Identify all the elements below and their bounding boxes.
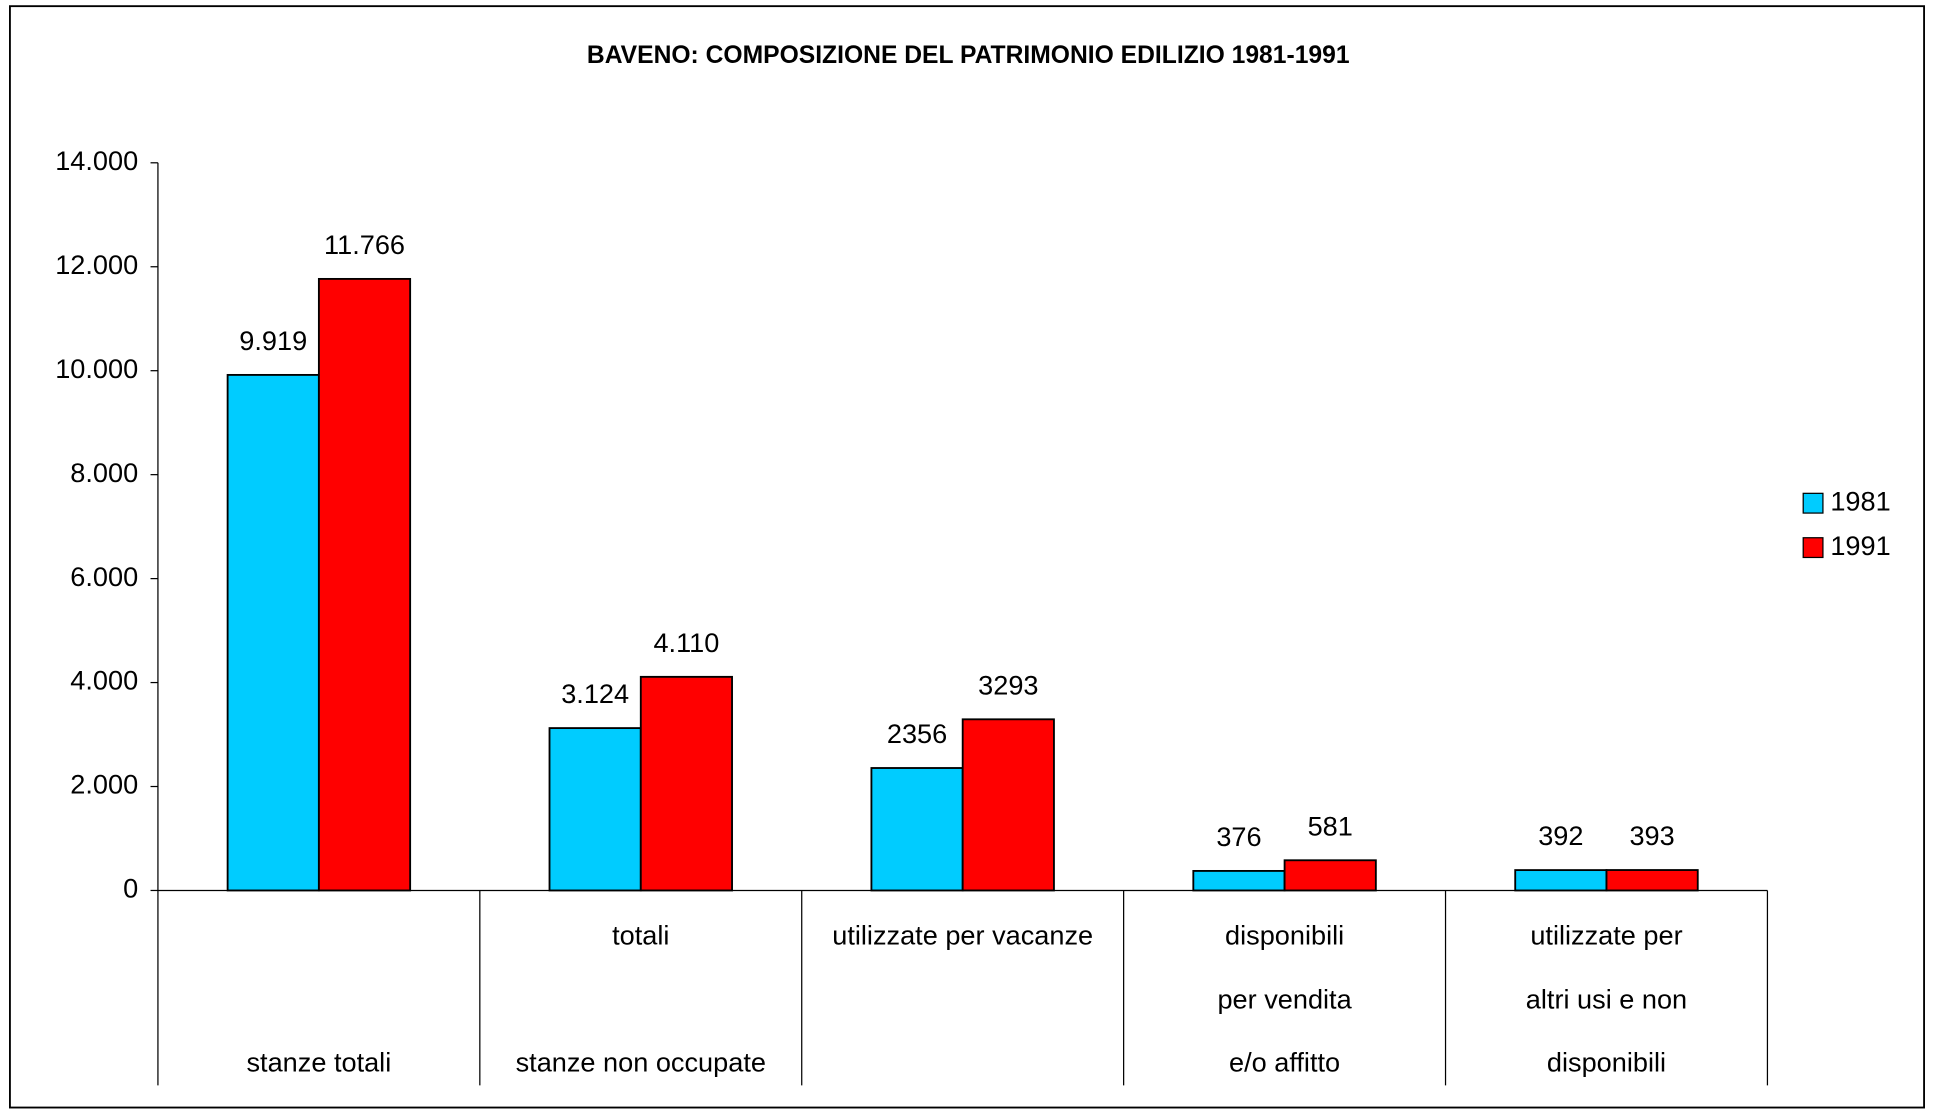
bar (1192, 869, 1286, 892)
y-tick-label: 4.000 (70, 665, 138, 696)
bar (639, 675, 733, 892)
data-label: 3293 (978, 669, 1038, 700)
data-label: 376 (1216, 821, 1261, 852)
x-tick-label: totali (612, 920, 669, 951)
y-tick-label: 8.000 (70, 457, 138, 488)
y-tick-label: 10.000 (55, 353, 138, 384)
data-label: 9.919 (239, 325, 307, 356)
data-label: 3.124 (561, 678, 629, 709)
data-label: 392 (1538, 820, 1583, 851)
legend-label: 1991 (1830, 530, 1890, 561)
legend-swatch (1802, 537, 1824, 559)
bar (1514, 869, 1608, 892)
x-tick-label: utilizzate per (1530, 920, 1682, 951)
data-label: 4.110 (653, 627, 719, 658)
x-tick-label: per vendita (1217, 984, 1352, 1015)
data-label: 2356 (887, 718, 947, 749)
y-tick-label: 0 (123, 873, 138, 904)
chart-title: BAVENO: COMPOSIZIONE DEL PATRIMONIO EDIL… (587, 42, 1350, 69)
bar (870, 767, 964, 892)
legend-swatch (1802, 492, 1824, 514)
data-label: 11.766 (324, 229, 405, 260)
legend-label: 1981 (1830, 485, 1890, 516)
x-tick-label: disponibili (1547, 1047, 1666, 1078)
bar (1283, 859, 1377, 892)
data-label: 393 (1629, 820, 1674, 851)
bar (1605, 869, 1699, 892)
bar (548, 727, 642, 892)
x-tick-label: stanze totali (247, 1047, 392, 1078)
data-label: 581 (1308, 810, 1353, 841)
x-tick-label: disponibili (1225, 920, 1344, 951)
y-tick-label: 2.000 (70, 769, 138, 800)
x-tick-label: stanze non occupate (516, 1047, 766, 1078)
bar (317, 277, 412, 892)
y-tick-label: 14.000 (55, 145, 138, 176)
bar (226, 373, 320, 892)
x-tick-label: altri usi e non (1526, 984, 1687, 1015)
y-tick-label: 6.000 (70, 561, 138, 592)
bar (961, 718, 1055, 892)
y-tick-label: 12.000 (55, 249, 138, 280)
x-tick-label: e/o affitto (1229, 1047, 1340, 1078)
x-tick-label: utilizzate per vacanze (832, 920, 1093, 951)
